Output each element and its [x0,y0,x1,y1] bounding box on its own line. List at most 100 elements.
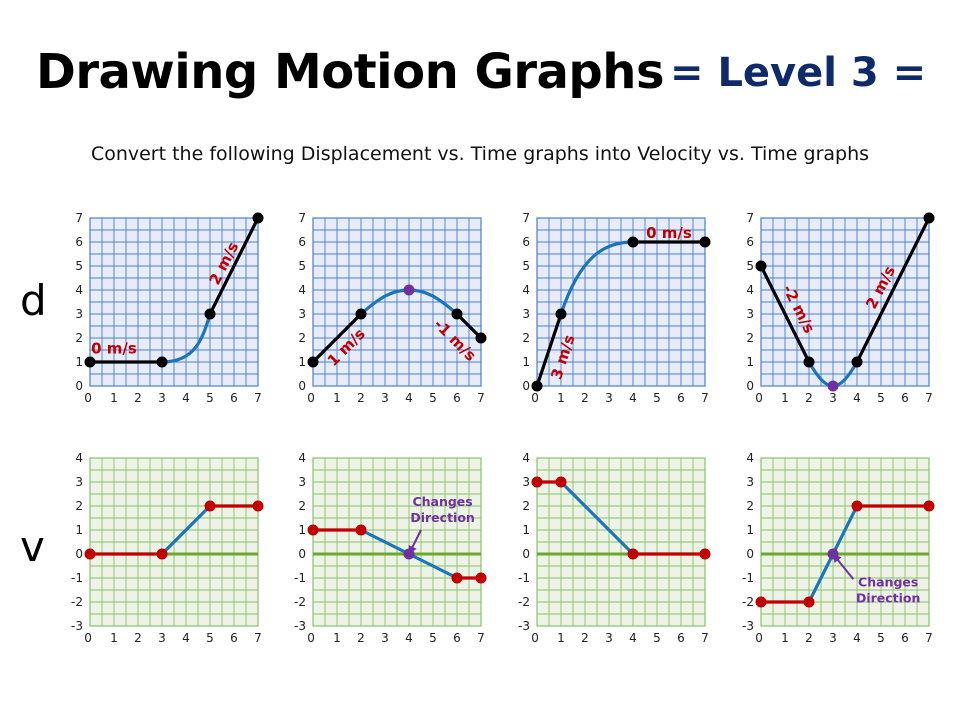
level-label: = Level 3 = [670,50,927,96]
x-tick-label: 1 [557,631,565,645]
series-segment [855,216,931,364]
x-tick-label: 6 [677,391,685,405]
x-tick-label: 3 [158,391,166,405]
y-tick-label: 4 [522,283,530,297]
x-tick-label: 1 [781,391,789,405]
data-point [156,548,168,560]
y-tick-label: 5 [522,259,530,273]
x-tick-label: 0 [531,631,539,645]
y-tick-label: 7 [746,211,754,225]
x-tick-label: 4 [629,391,637,405]
y-tick-label: 3 [746,307,754,321]
y-tick-label: 4 [746,451,754,465]
annotation-arrow-head [408,544,417,554]
x-tick-label: 2 [357,631,365,645]
x-tick-label: 5 [653,391,661,405]
series-curve [559,240,635,316]
x-tick-label: 5 [429,631,437,645]
gridlines [89,457,259,627]
x-tick-label: 7 [925,391,933,405]
x-tick-label: 1 [781,631,789,645]
y-tick-label: 2 [75,331,83,345]
data-point [851,356,863,368]
y-tick-label: 2 [746,499,754,513]
x-tick-label: 1 [110,631,118,645]
y-tick-label: 0 [298,379,306,393]
data-point [531,380,543,392]
x-tick-label: 0 [755,631,763,645]
y-tick-label: -3 [71,619,83,633]
y-tick-label: -1 [294,571,306,585]
data-point [355,524,367,536]
x-tick-label: 3 [381,391,389,405]
y-tick-label: 5 [746,259,754,273]
y-tick-label: 1 [522,355,530,369]
series-segment [535,312,563,388]
y-tick-label: 5 [298,259,306,273]
y-tick-label: 3 [298,307,306,321]
x-tick-label: 6 [230,631,238,645]
x-tick-label: 3 [829,631,837,645]
y-tick-label: 1 [298,355,306,369]
x-tick-label: 6 [677,631,685,645]
x-tick-label: 5 [877,631,885,645]
data-point [451,572,463,584]
y-tick-label: 0 [522,547,530,561]
y-tick-label: 0 [298,547,306,561]
gridlines [312,457,482,627]
x-tick-label: 5 [653,631,661,645]
x-tick-label: 4 [853,391,861,405]
data-point [84,356,96,368]
velocity-row-label: v [20,522,45,571]
gridlines [536,457,706,627]
series-segment [759,264,811,364]
x-tick-label: 2 [581,631,589,645]
x-tick-label: 6 [453,631,461,645]
y-tick-label: 7 [522,211,530,225]
data-point [851,500,863,512]
x-tick-label: 5 [877,391,885,405]
x-tick-label: 2 [581,391,589,405]
x-tick-label: 1 [333,391,341,405]
y-tick-label: 1 [746,355,754,369]
y-tick-label: 1 [746,523,754,537]
y-tick-label: 0 [75,379,83,393]
data-point [204,308,216,320]
y-tick-label: 2 [522,331,530,345]
data-point [627,548,639,560]
x-tick-label: 7 [925,631,933,645]
y-tick-label: 0 [522,379,530,393]
y-tick-label: 6 [75,235,83,249]
x-tick-label: 6 [901,631,909,645]
data-point [531,476,543,488]
x-tick-label: 7 [701,631,709,645]
data-point [699,548,711,560]
x-tick-label: 5 [206,631,214,645]
y-tick-label: 6 [298,235,306,249]
x-tick-label: 6 [901,391,909,405]
x-tick-label: 0 [307,631,315,645]
x-tick-label: 1 [110,391,118,405]
y-tick-label: -1 [742,571,754,585]
series-segment [311,312,363,364]
x-tick-label: 1 [557,391,565,405]
x-tick-label: 4 [405,391,413,405]
annotation-text: Direction [410,510,474,525]
y-tick-label: 4 [298,283,306,297]
data-point [307,524,319,536]
y-tick-label: 4 [298,451,306,465]
y-tick-label: 1 [522,523,530,537]
y-tick-label: 2 [298,331,306,345]
gridlines [760,217,930,387]
y-tick-label: 0 [746,547,754,561]
series-segment [559,480,635,556]
x-tick-label: 2 [357,391,365,405]
y-tick-label: 1 [75,523,83,537]
y-tick-label: 2 [522,499,530,513]
gridlines [312,217,482,387]
y-tick-label: 4 [75,451,83,465]
y-tick-label: -1 [518,571,530,585]
